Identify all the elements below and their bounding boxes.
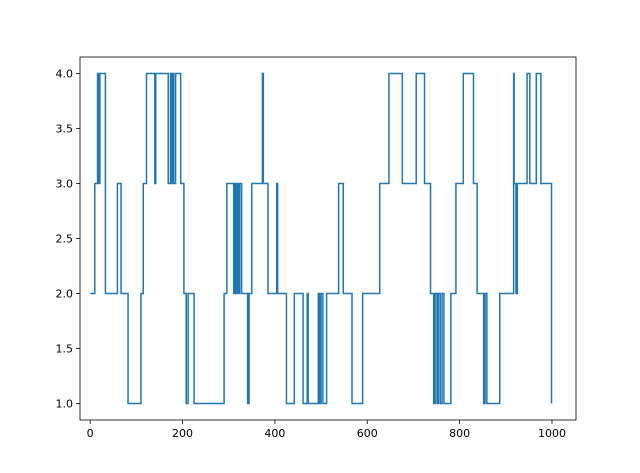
x-tick-label: 600 (357, 427, 378, 440)
axes-frame (79, 56, 577, 421)
series-layer (90, 72, 553, 405)
y-tick-label: 4.0 (56, 68, 74, 81)
plot-background (80, 57, 576, 420)
x-axis: 0 200 400 600 800 1000 (87, 420, 566, 440)
x-tick-label: 800 (449, 427, 470, 440)
y-axis: 1.0 1.5 2.0 2.5 3.0 3.5 4.0 (56, 68, 80, 411)
y-tick-label: 3.5 (56, 123, 74, 136)
x-tick-label: 0 (87, 427, 94, 440)
y-tick-label: 2.5 (56, 233, 74, 246)
y-tick-label: 3.0 (56, 178, 74, 191)
y-tick-label: 2.0 (56, 288, 74, 301)
x-tick-label: 200 (172, 427, 193, 440)
y-tick-label: 1.5 (56, 343, 74, 356)
series-line-0 (90, 72, 553, 405)
y-tick-label: 1.0 (56, 398, 74, 411)
x-tick-label: 400 (264, 427, 285, 440)
x-tick-label: 1000 (538, 427, 566, 440)
